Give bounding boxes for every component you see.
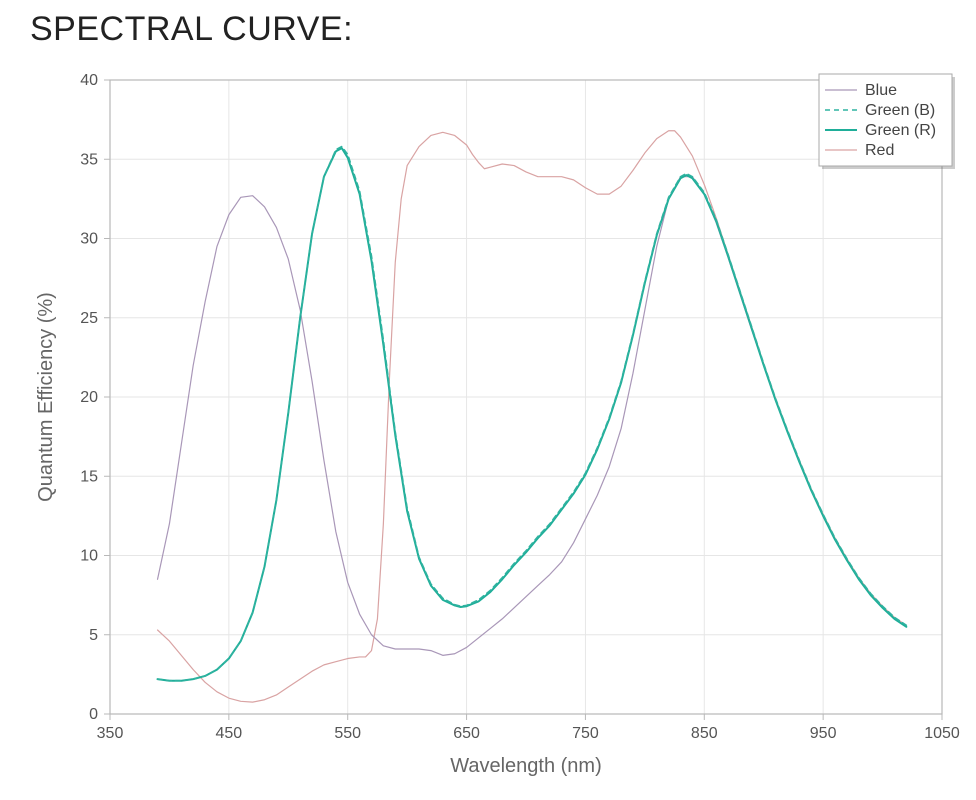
x-tick-label: 950 — [810, 725, 837, 742]
y-tick-label: 15 — [80, 468, 98, 485]
x-tick-label: 850 — [691, 725, 718, 742]
x-tick-label: 1050 — [924, 725, 960, 742]
spectral-chart: 350 450 550 650 750 850 950 1050 0 5 10 15 20 25 30 35 4… — [20, 70, 960, 790]
x-tick-label: 350 — [97, 725, 124, 742]
y-tick-label: 40 — [80, 72, 98, 89]
x-axis-label: Wavelength (nm) — [450, 755, 602, 777]
page-title: SPECTRAL CURVE: — [30, 10, 353, 49]
legend-label: Red — [865, 142, 894, 159]
y-tick-label: 0 — [89, 706, 98, 723]
x-tick-label: 550 — [334, 725, 361, 742]
x-tick-label: 450 — [216, 725, 243, 742]
legend-label: Green (R) — [865, 122, 936, 139]
x-tick-label: 750 — [572, 725, 599, 742]
legend-label: Green (B) — [865, 102, 935, 119]
y-tick-label: 30 — [80, 231, 98, 248]
y-tick-label: 25 — [80, 310, 98, 327]
x-tick-label: 650 — [453, 725, 480, 742]
y-tick-label: 10 — [80, 548, 98, 565]
y-tick-label: 35 — [80, 151, 98, 168]
legend-label: Blue — [865, 82, 897, 99]
y-tick-label: 20 — [80, 389, 98, 406]
y-axis-label: Quantum Efficiency (%) — [35, 292, 57, 502]
y-tick-label: 5 — [89, 627, 98, 644]
